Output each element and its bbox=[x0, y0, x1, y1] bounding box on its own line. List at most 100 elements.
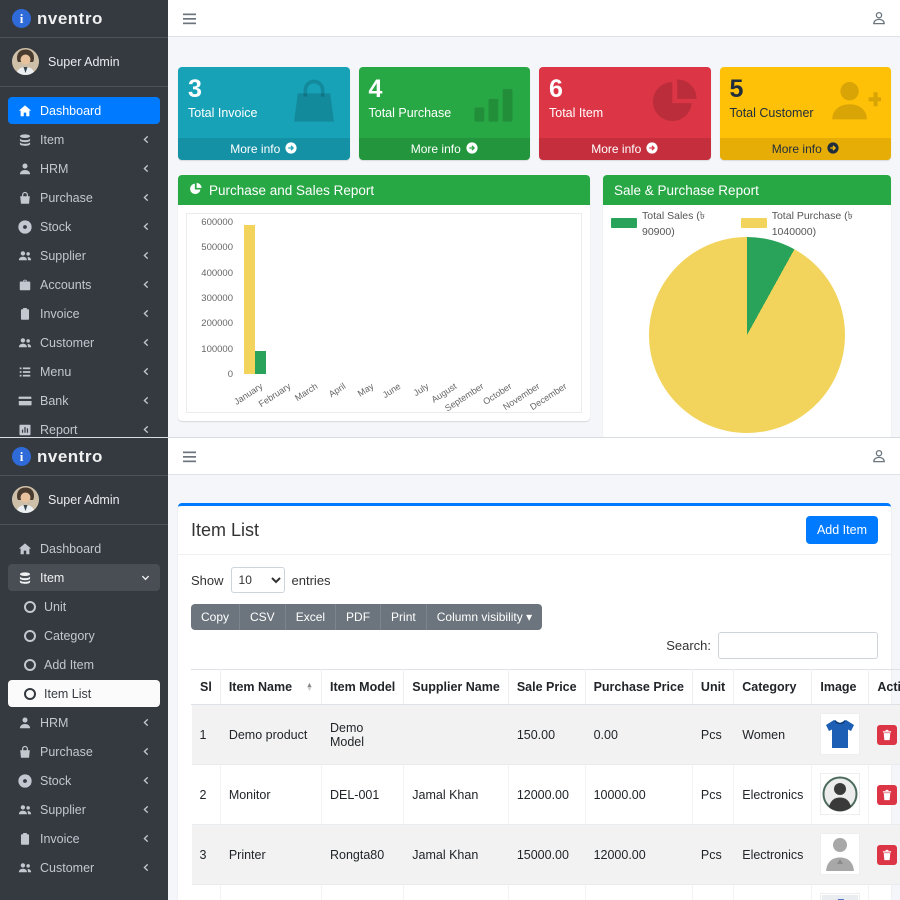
tshirt-image bbox=[820, 713, 861, 755]
top-navbar bbox=[168, 438, 900, 475]
column-header-image[interactable]: Image bbox=[811, 669, 870, 705]
sidebar-item-label: Stock bbox=[40, 219, 72, 234]
person-icon[interactable] bbox=[872, 11, 886, 25]
cell-purchase: 10000.00 bbox=[585, 764, 693, 825]
sidebar-subitem-category[interactable]: Category bbox=[8, 622, 160, 649]
entries-select[interactable]: 10 bbox=[230, 567, 285, 593]
sidebar-item-purchase[interactable]: Purchase bbox=[8, 738, 160, 765]
sidebar-item-dashboard[interactable]: Dashboard bbox=[8, 97, 160, 124]
more-info-link[interactable]: More info bbox=[719, 138, 891, 160]
sidebar-item-list: i nventro Super Admin Dashboard Item Unit C… bbox=[0, 438, 168, 900]
stat-label: Total Invoice bbox=[188, 106, 258, 120]
stat-card-inner: 4 Total Purchase bbox=[359, 67, 531, 127]
stat-card-total-invoice[interactable]: 3 Total Invoice More info bbox=[178, 67, 350, 160]
cell-category: Electronics bbox=[733, 764, 813, 825]
stat-label: Total Item bbox=[549, 106, 604, 120]
sidebar-item-invoice[interactable]: Invoice bbox=[8, 825, 160, 852]
sidebar-item-item[interactable]: Item bbox=[8, 564, 160, 591]
sidebar-item-bank[interactable]: Bank bbox=[8, 387, 160, 414]
column-header-item-name[interactable]: Item Name ▲ ▼ bbox=[220, 669, 322, 705]
cell-supplier bbox=[403, 704, 509, 765]
cell-image bbox=[811, 824, 870, 885]
bar-chart-header: Purchase and Sales Report bbox=[178, 175, 590, 205]
sidebar-subitem-add-item[interactable]: Add Item bbox=[8, 651, 160, 678]
brand-logo[interactable]: i nventro bbox=[0, 438, 168, 476]
export-excel-button[interactable]: Excel bbox=[286, 604, 337, 630]
stat-card-total-customer[interactable]: 5 Total Customer More info bbox=[719, 67, 891, 160]
chevron-left-icon bbox=[140, 717, 151, 728]
avatar bbox=[12, 486, 39, 513]
hamburger-icon[interactable] bbox=[182, 449, 197, 464]
stat-card-total-purchase[interactable]: 4 Total Purchase More info bbox=[358, 67, 531, 160]
sidebar-item-purchase[interactable]: Purchase bbox=[8, 184, 160, 211]
chevron-left-icon bbox=[140, 163, 151, 174]
sidebar-item-hrm[interactable]: HRM bbox=[8, 709, 160, 736]
cell-sl: 3 bbox=[191, 824, 221, 885]
sidebar-subitem-unit[interactable]: Unit bbox=[8, 593, 160, 620]
cell-action bbox=[868, 704, 900, 765]
sidebar-item-accounts[interactable]: Accounts bbox=[8, 271, 160, 298]
export-print-button[interactable]: Print bbox=[381, 604, 427, 630]
export-csv-button[interactable]: CSV bbox=[240, 604, 286, 630]
sidebar-item-invoice[interactable]: Invoice bbox=[8, 300, 160, 327]
export-pdf-button[interactable]: PDF bbox=[336, 604, 382, 630]
more-info-link[interactable]: More info bbox=[358, 138, 530, 160]
sidebar-item-stock[interactable]: Stock bbox=[8, 213, 160, 240]
sidebar-item-hrm[interactable]: HRM bbox=[8, 155, 160, 182]
sidebar-item-label: Invoice bbox=[40, 306, 80, 321]
export-copy-button[interactable]: Copy bbox=[191, 604, 241, 630]
column-header-item-model[interactable]: Item Model bbox=[321, 669, 405, 705]
sidebar-item-customer[interactable]: Customer bbox=[8, 854, 160, 881]
item-list-main: Item List Add Item Show 10 entries Copy C… bbox=[168, 475, 900, 900]
brand-icon: i bbox=[12, 9, 31, 28]
sidebar-item-item[interactable]: Item bbox=[8, 126, 160, 153]
bar-chart-title: Purchase and Sales Report bbox=[209, 182, 375, 198]
card-icon bbox=[17, 393, 32, 408]
chevron-down-icon bbox=[140, 572, 151, 583]
person-icon[interactable] bbox=[872, 449, 886, 463]
delete-button[interactable] bbox=[877, 844, 898, 865]
column-header-purchase-price[interactable]: Purchase Price bbox=[585, 669, 693, 705]
stat-card-total-item[interactable]: 6 Total Item More info bbox=[539, 67, 711, 160]
column-header-action[interactable]: Action bbox=[868, 669, 900, 705]
sidebar-item-stock[interactable]: Stock bbox=[8, 767, 160, 794]
brand-logo[interactable]: i nventro bbox=[0, 0, 168, 38]
people-icon bbox=[17, 335, 32, 350]
more-info-link[interactable]: More info bbox=[539, 138, 711, 160]
chevron-left-icon bbox=[140, 308, 151, 319]
sidebar-item-menu[interactable]: Menu bbox=[8, 358, 160, 385]
sidebar-subitem-item-list[interactable]: Item List bbox=[8, 680, 160, 707]
add-item-button[interactable]: Add Item bbox=[805, 516, 878, 544]
chevron-left-icon bbox=[140, 424, 151, 435]
column-header-category[interactable]: Category bbox=[733, 669, 813, 705]
entries-label: entries bbox=[291, 572, 331, 588]
column-header-sl[interactable]: Sl bbox=[191, 669, 221, 705]
column-header-supplier-name[interactable]: Supplier Name bbox=[403, 669, 509, 705]
search-input[interactable] bbox=[718, 632, 878, 659]
column-header-sale-price[interactable]: Sale Price bbox=[508, 669, 586, 705]
sidebar-item-supplier[interactable]: Supplier bbox=[8, 796, 160, 823]
cell-model: samsung bbox=[321, 884, 405, 900]
more-info-link[interactable]: More info bbox=[178, 138, 350, 160]
people-icon bbox=[17, 802, 32, 817]
stat-value: 6 bbox=[549, 75, 563, 103]
sidebar-item-dashboard[interactable]: Dashboard bbox=[8, 535, 160, 562]
brand-name: nventro bbox=[37, 8, 103, 28]
sidebar-item-label: Stock bbox=[40, 773, 72, 788]
chevron-left-icon bbox=[140, 134, 151, 145]
column-visibility-button[interactable]: Column visibility ▾ bbox=[427, 604, 542, 630]
delete-button[interactable] bbox=[877, 784, 898, 805]
sidebar-item-supplier[interactable]: Supplier bbox=[8, 242, 160, 269]
delete-button[interactable] bbox=[877, 724, 898, 745]
chevron-left-icon bbox=[140, 746, 151, 757]
more-info-label: More info bbox=[591, 142, 642, 156]
y-axis-tick: 100000 bbox=[201, 343, 233, 355]
cell-sale: 13000.00 bbox=[508, 884, 586, 900]
column-header-unit[interactable]: Unit bbox=[692, 669, 735, 705]
pie-chart-title: Sale & Purchase Report bbox=[614, 182, 759, 198]
cell-name: Monitor bbox=[220, 764, 322, 825]
hamburger-icon[interactable] bbox=[182, 11, 197, 26]
sidebar-item-report[interactable]: Report bbox=[8, 416, 160, 437]
sidebar-item-customer[interactable]: Customer bbox=[8, 329, 160, 356]
dashboard-main: 3 Total Invoice More info 4 Total Purchase Mo… bbox=[168, 37, 900, 437]
